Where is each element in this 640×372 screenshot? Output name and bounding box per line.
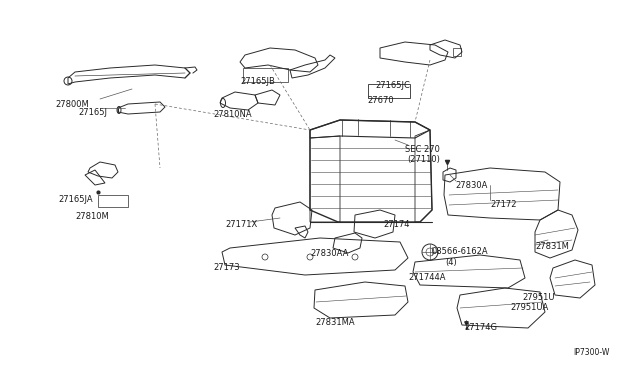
Text: 27951UA: 27951UA [510,303,548,312]
Text: 27951U: 27951U [522,293,554,302]
Text: 27810M: 27810M [75,212,109,221]
Text: 27173: 27173 [213,263,239,272]
Text: 27165JC: 27165JC [375,81,410,90]
Text: (4): (4) [445,258,457,267]
Text: 27174G: 27174G [464,323,497,332]
Text: 27800M: 27800M [55,100,89,109]
Text: 27172: 27172 [490,200,516,209]
Text: 27174: 27174 [383,220,410,229]
Text: 27831M: 27831M [535,242,569,251]
Text: 27830AA: 27830AA [310,249,348,258]
Text: 27830A: 27830A [455,181,488,190]
Text: IP7300-W: IP7300-W [573,348,609,357]
Text: 27831MA: 27831MA [315,318,355,327]
Text: (27110): (27110) [407,155,440,164]
Text: 08566-6162A: 08566-6162A [432,247,488,256]
Text: 27171X: 27171X [225,220,257,229]
Text: 27165JB: 27165JB [240,77,275,86]
Text: 27165J: 27165J [78,108,107,117]
Text: 27165JA: 27165JA [58,195,93,204]
Text: 271744A: 271744A [408,273,445,282]
Text: 27670: 27670 [367,96,394,105]
Text: 27810NA: 27810NA [213,110,252,119]
Text: SEC 270: SEC 270 [405,145,440,154]
